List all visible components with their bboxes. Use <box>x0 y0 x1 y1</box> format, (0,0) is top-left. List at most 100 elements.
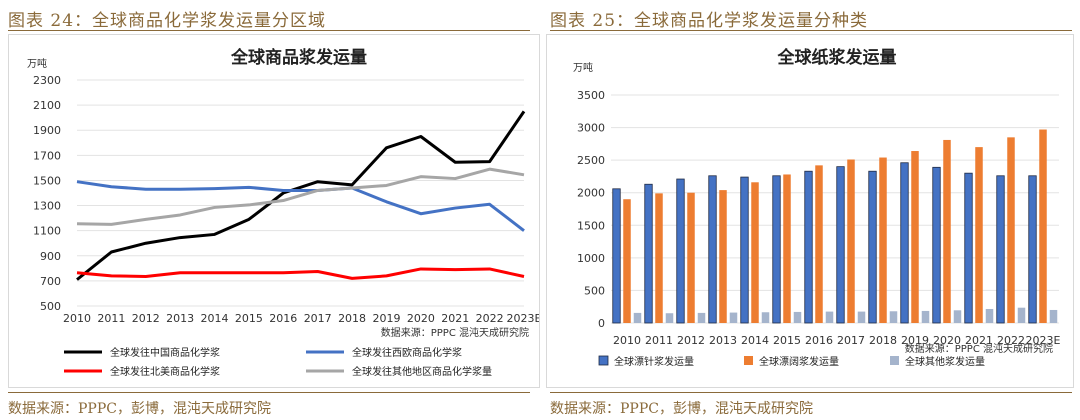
line-chart-title: 全球商品浆发运量 <box>230 47 367 68</box>
bar-3 <box>1049 309 1058 323</box>
bar-x-tick-label: 2022 <box>997 334 1025 347</box>
legend-label: 全球发往其他地区商品化学浆量 <box>352 365 492 378</box>
line-chart-panel: 全球商品浆发运量 万吨 数据来源：PPPC 混沌天成研究院 500 700 900 1… <box>8 34 542 388</box>
bar-y-tick-label: 3000 <box>577 122 605 135</box>
bar-2 <box>943 139 951 323</box>
source-left: 数据来源：PPPC，彭博，混沌天成研究院 <box>8 401 271 417</box>
source-rule-left <box>8 392 530 393</box>
bar-1 <box>708 175 717 324</box>
bar-3 <box>793 311 802 323</box>
line-x-tick-label: 2010 <box>63 312 91 325</box>
line-x-tick-label: 2023E <box>507 312 539 325</box>
line-y-tick-label: 500 <box>40 300 61 313</box>
bar-3 <box>761 312 770 323</box>
line-series-2 <box>76 180 525 232</box>
line-series-4 <box>76 167 525 226</box>
legend-label: 全球发往西欧商品化学浆 <box>352 346 462 359</box>
line-y-tick-label: 1900 <box>33 124 61 137</box>
legend-label: 全球其他浆发运量 <box>905 355 985 368</box>
line-y-tick-label: 1100 <box>33 225 61 238</box>
bar-2 <box>911 151 919 323</box>
line-x-tick-label: 2017 <box>304 312 332 325</box>
bar-x-tick-label: 2019 <box>901 334 929 347</box>
bar-2 <box>975 147 983 323</box>
bar-1 <box>900 162 909 324</box>
bar-1 <box>964 172 973 324</box>
bar-3 <box>633 312 642 323</box>
bar-2 <box>815 165 823 323</box>
line-x-tick-label: 2015 <box>235 312 263 325</box>
bar-1 <box>676 178 685 324</box>
legend-swatch <box>598 355 609 366</box>
line-x-tick-label: 2016 <box>269 312 297 325</box>
bar-1 <box>932 166 941 324</box>
bar-1 <box>836 166 845 324</box>
bar-y-tick-label: 3500 <box>577 89 605 102</box>
bar-y-tick-label: 0 <box>598 317 605 330</box>
bar-chart-title: 全球纸浆发运量 <box>777 47 897 68</box>
bar-2 <box>1007 137 1015 323</box>
bar-x-tick-label: 2021 <box>965 334 993 347</box>
bar-3 <box>857 311 866 323</box>
bar-2 <box>847 159 855 323</box>
legend-swatch <box>744 356 753 365</box>
title-rule-right <box>550 30 1072 31</box>
line-chart-ylabel: 万吨 <box>27 57 47 70</box>
bar-chart-ylabel: 万吨 <box>573 61 593 74</box>
bar-1 <box>804 170 813 324</box>
figure-title-left: 图表 24：全球商品化学浆发运量分区域 <box>8 11 327 31</box>
bar-3 <box>1017 307 1026 323</box>
bar-x-tick-label: 2014 <box>741 334 769 347</box>
line-x-tick-label: 2013 <box>166 312 194 325</box>
bar-y-tick-label: 1000 <box>577 252 605 265</box>
figure-title-right: 图表 25：全球商品化学浆发运量分种类 <box>550 11 869 31</box>
line-y-tick-label: 2300 <box>33 74 61 87</box>
line-chart: 全球商品浆发运量 万吨 数据来源：PPPC 混沌天成研究院 500 700 900 1… <box>27 47 542 378</box>
bar-x-tick-label: 2018 <box>869 334 897 347</box>
bar-x-tick-label: 2016 <box>805 334 833 347</box>
bar-x-tick-label: 2015 <box>773 334 801 347</box>
bar-1 <box>612 188 621 324</box>
bar-y-tick-label: 1500 <box>577 219 605 232</box>
bar-x-tick-label: 2023E <box>1026 334 1061 347</box>
line-chart-inner-source: 数据来源：PPPC 混沌天成研究院 <box>381 326 529 339</box>
bar-x-tick-label: 2020 <box>933 334 961 347</box>
bar-x-tick-label: 2010 <box>613 334 641 347</box>
bar-2 <box>783 174 791 323</box>
bar-chart-panel: 全球纸浆发运量 万吨 数据来源：PPPC 混沌天成研究院 0 500 1000 150… <box>546 34 1074 388</box>
line-y-tick-label: 1300 <box>33 200 61 213</box>
bar-1 <box>740 176 749 324</box>
bar-y-tick-label: 500 <box>584 284 605 297</box>
bar-3 <box>665 313 674 323</box>
bar-1 <box>772 175 781 324</box>
line-x-tick-label: 2020 <box>407 312 435 325</box>
line-x-tick-label: 2021 <box>441 312 469 325</box>
legend-label: 全球漂阔浆发运量 <box>759 355 839 368</box>
line-x-tick-label: 2014 <box>201 312 229 325</box>
bar-3 <box>697 312 706 323</box>
bar-2 <box>879 157 887 323</box>
bar-3 <box>953 310 962 323</box>
bar-chart-inner-source: 数据来源：PPPC 混沌天成研究院 <box>905 342 1053 355</box>
legend-label: 全球发往北美商品化学浆 <box>110 365 220 378</box>
bar-1 <box>996 175 1005 324</box>
bar-1 <box>1028 175 1037 324</box>
line-x-tick-label: 2018 <box>338 312 366 325</box>
title-rule-left <box>8 30 530 31</box>
line-x-tick-label: 2012 <box>132 312 160 325</box>
line-series-3 <box>76 267 525 280</box>
line-series-1 <box>76 110 526 281</box>
line-y-tick-label: 2100 <box>33 99 61 112</box>
bar-x-tick-label: 2011 <box>645 334 673 347</box>
line-y-tick-label: 900 <box>40 250 61 263</box>
bar-2 <box>623 199 631 323</box>
line-x-tick-label: 2011 <box>97 312 125 325</box>
bar-chart: 全球纸浆发运量 万吨 数据来源：PPPC 混沌天成研究院 0 500 1000 150… <box>573 47 1061 368</box>
legend-swatch <box>890 356 899 365</box>
legend-label: 全球发往中国商品化学浆 <box>110 346 220 359</box>
line-x-tick-label: 2022 <box>476 312 504 325</box>
bar-2 <box>655 193 663 323</box>
source-rule-right <box>550 392 1072 393</box>
bar-x-tick-label: 2013 <box>709 334 737 347</box>
line-y-tick-label: 1700 <box>33 149 61 162</box>
